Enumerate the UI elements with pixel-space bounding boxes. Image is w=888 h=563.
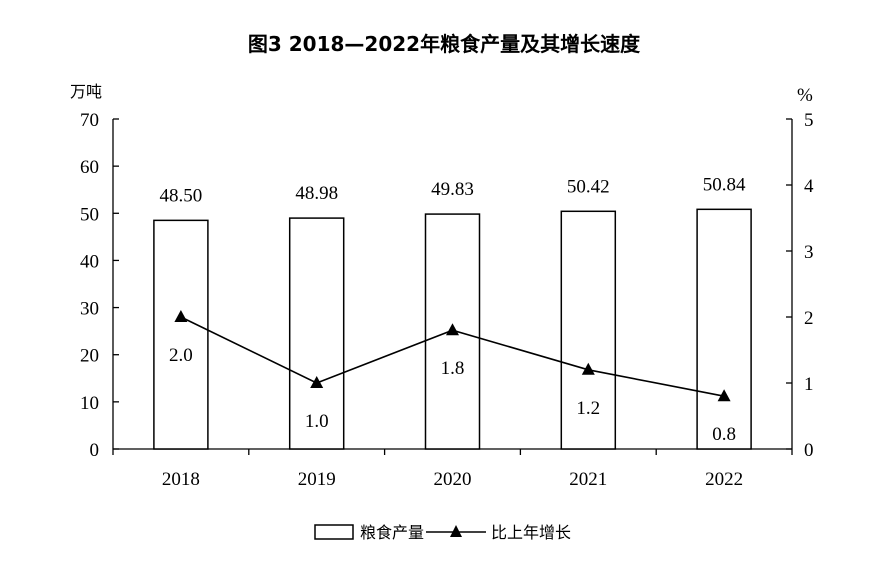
left-tick-label: 70 [80, 110, 99, 131]
bar [153, 219, 209, 450]
left-tick-label: 0 [90, 440, 100, 461]
legend-bar-swatch [314, 524, 354, 540]
left-tick-label: 40 [80, 251, 99, 272]
plot-area: 0 10 20 30 40 50 60 70 0 1 2 3 4 5 2018 2019 2020 2021 202… [80, 110, 814, 490]
legend-bar-label: 粮食产量 [360, 523, 424, 542]
right-tick-label: 2 [804, 308, 814, 329]
bar-data-label: 48.50 [160, 185, 203, 206]
bar-data-label: 48.98 [295, 183, 338, 204]
x-tick-label: 2018 [162, 469, 200, 490]
left-tick-label: 10 [80, 393, 99, 414]
growth-data-label: 0.8 [712, 424, 736, 445]
x-tick-label: 2019 [298, 469, 336, 490]
left-tick-label: 60 [80, 157, 99, 178]
growth-data-label: 1.8 [441, 358, 465, 379]
bar-data-label: 50.84 [703, 174, 746, 195]
legend: 粮食产量 比上年增长 [314, 523, 571, 542]
growth-marker [174, 310, 188, 322]
chart-title: 图3 2018—2022年粮食产量及其增长速度 [247, 32, 641, 56]
x-tick-label: 2022 [705, 469, 743, 490]
right-tick-label: 3 [804, 242, 814, 263]
growth-marker [717, 389, 731, 402]
right-axis-unit: % [797, 85, 813, 106]
bar [424, 213, 481, 450]
right-tick-label: 4 [804, 176, 814, 197]
x-tick-label: 2020 [434, 469, 472, 490]
bar-data-label: 49.83 [431, 179, 474, 200]
legend-line-label: 比上年增长 [491, 523, 571, 542]
growth-data-label: 1.2 [576, 398, 600, 419]
legend-triangle-marker [450, 525, 462, 537]
growth-marker [446, 323, 459, 336]
right-tick-label: 1 [804, 374, 814, 395]
growth-marker [581, 362, 595, 375]
left-tick-label: 50 [80, 204, 99, 225]
growth-data-label: 1.0 [305, 411, 329, 432]
left-tick-label: 30 [80, 299, 99, 320]
left-axis-unit: 万吨 [70, 82, 102, 101]
bar-data-label: 50.42 [567, 176, 610, 197]
bar [696, 208, 752, 450]
growth-data-label: 2.0 [169, 345, 193, 366]
bar [288, 217, 345, 450]
bar [560, 210, 617, 450]
left-tick-label: 20 [80, 346, 99, 367]
right-tick-label: 5 [804, 110, 814, 131]
growth-marker [310, 376, 324, 388]
right-tick-label: 0 [804, 440, 814, 461]
x-tick-label: 2021 [569, 469, 607, 490]
